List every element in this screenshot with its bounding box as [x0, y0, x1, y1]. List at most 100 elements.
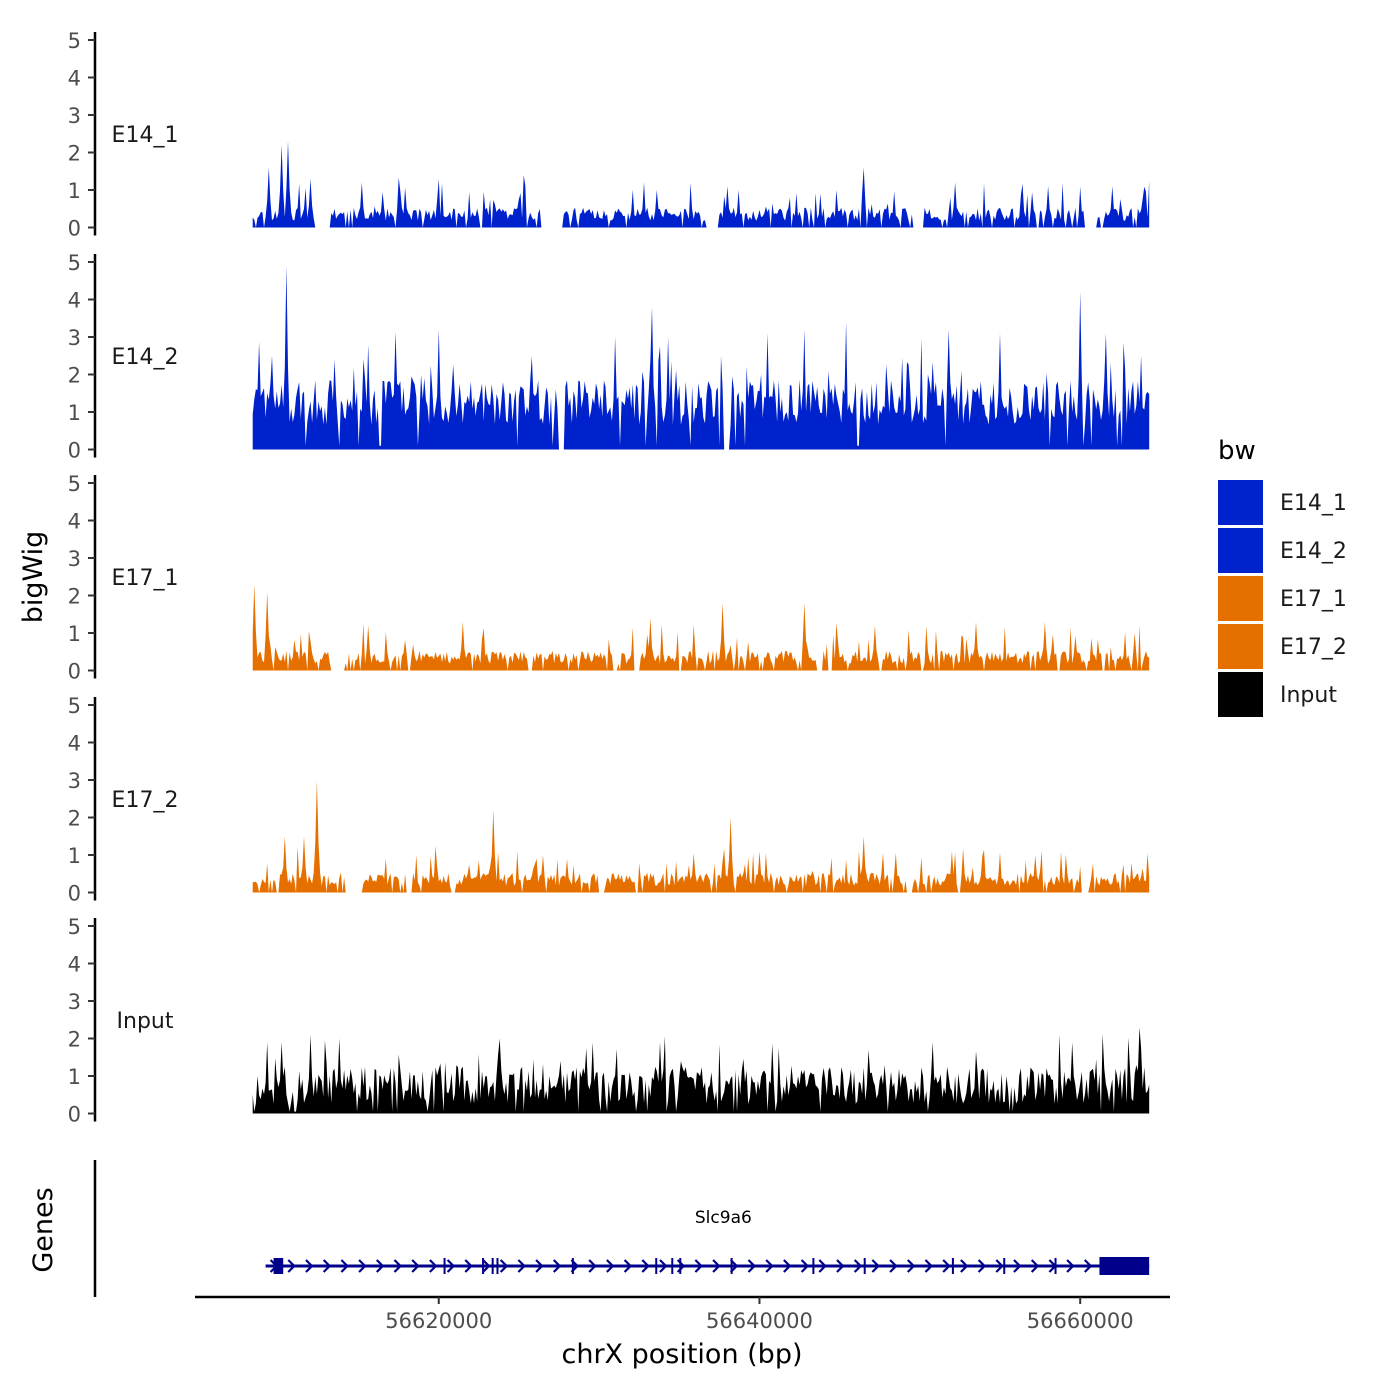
legend-label: E17_1	[1280, 587, 1347, 612]
track-E14_2: 0 1 2 3 4 5 E14_2	[68, 251, 1150, 463]
y-tick-label: 0	[68, 439, 81, 463]
y-tick-label: 1	[68, 401, 81, 425]
exon	[1054, 1258, 1057, 1274]
strand-arrow	[535, 1259, 544, 1273]
strand-arrow	[411, 1259, 420, 1273]
y-tick-label: 0	[68, 217, 81, 241]
strand-arrow	[623, 1259, 633, 1273]
strand-arrow	[906, 1259, 916, 1273]
track-E17_2: 0 1 2 3 4 5 E17_2	[68, 694, 1150, 906]
strand-arrow	[765, 1259, 774, 1273]
exon	[273, 1258, 284, 1274]
strand-arrow	[375, 1259, 385, 1273]
gene-track-title: Genes	[28, 1187, 59, 1272]
strand-arrow	[552, 1259, 562, 1273]
strand-arrow	[1083, 1259, 1093, 1273]
legend-label: E14_1	[1280, 491, 1347, 516]
strand-arrow	[482, 1259, 491, 1273]
y-tick-label: 1	[68, 1065, 81, 1089]
track-E17_1: 0 1 2 3 4 5 E17_1	[68, 472, 1150, 684]
strand-arrow	[517, 1259, 526, 1273]
legend-swatch	[1218, 480, 1263, 525]
strand-arrow	[358, 1259, 367, 1273]
legend-label: E17_2	[1280, 635, 1347, 660]
track-label: E17_2	[112, 788, 179, 813]
y-tick-label: 3	[68, 104, 81, 128]
strand-arrow	[995, 1259, 1004, 1273]
y-tick-label: 3	[68, 547, 81, 571]
y-tick-label: 4	[68, 732, 81, 756]
x-axis: 56620000 56640000 56660000	[195, 1295, 1170, 1333]
y-tick-label: 2	[68, 364, 81, 388]
exon	[1003, 1258, 1006, 1274]
exon	[491, 1258, 494, 1274]
strand-arrow	[429, 1259, 438, 1273]
x-axis-title: chrX position (bp)	[561, 1339, 802, 1370]
track-Input: 0 1 2 3 4 5 Input	[68, 915, 1150, 1127]
legend-item-E17_2: E17_2	[1218, 624, 1347, 669]
y-tick-label: 3	[68, 326, 81, 350]
strand-arrow	[960, 1259, 969, 1273]
track-label: Input	[117, 1009, 174, 1034]
y-tick-label: 5	[68, 472, 81, 496]
exon	[863, 1258, 866, 1274]
legend-item-E17_1: E17_1	[1218, 576, 1347, 621]
signal-area	[252, 780, 1150, 893]
strand-arrow	[606, 1259, 615, 1273]
strand-arrow	[977, 1259, 987, 1273]
legend-swatch	[1218, 576, 1263, 621]
track-label: E14_1	[112, 123, 179, 148]
exon	[671, 1258, 674, 1274]
exon	[1099, 1257, 1150, 1275]
x-tick-label: 56620000	[385, 1309, 492, 1333]
strand-arrow	[287, 1259, 296, 1273]
legend-item-Input: Input	[1218, 672, 1337, 717]
legend-swatch	[1218, 528, 1263, 573]
y-tick-label: 4	[68, 953, 81, 977]
x-tick-label: 56640000	[706, 1309, 813, 1333]
exon	[443, 1258, 446, 1274]
strand-arrow	[818, 1259, 827, 1273]
strand-arrow	[871, 1259, 880, 1273]
legend: bw E14_1 E14_2 E17_1 E17_2 Input	[1218, 436, 1347, 717]
legend-swatch	[1218, 624, 1263, 669]
y-tick-label: 2	[68, 1028, 81, 1052]
strand-arrow	[747, 1259, 757, 1273]
gene-name: Slc9a6	[695, 1208, 752, 1228]
y-tick-label: 5	[68, 251, 81, 275]
signal-area	[252, 584, 1150, 671]
strand-arrow	[853, 1259, 863, 1273]
signal-area	[252, 1027, 1150, 1114]
y-tick-label: 1	[68, 622, 81, 646]
strand-arrow	[393, 1259, 403, 1273]
track-E14_1: 0 1 2 3 4 5 E14_1	[68, 29, 1150, 241]
y-axis-title: bigWig	[18, 531, 49, 624]
strand-arrow	[1030, 1259, 1040, 1273]
signal-area	[252, 141, 1150, 228]
y-tick-label: 5	[68, 915, 81, 939]
strand-arrow	[641, 1259, 650, 1273]
strand-arrow	[889, 1259, 898, 1273]
strand-arrow	[924, 1259, 934, 1273]
legend-item-E14_2: E14_2	[1218, 528, 1347, 573]
strand-arrow	[340, 1259, 349, 1273]
strand-arrow	[659, 1259, 668, 1273]
exon	[655, 1258, 658, 1274]
y-tick-label: 2	[68, 807, 81, 831]
y-tick-label: 5	[68, 694, 81, 718]
legend-title: bw	[1218, 436, 1256, 466]
gene-Slc9a6: Slc9a6	[265, 1208, 1150, 1275]
strand-arrow	[729, 1259, 739, 1273]
strand-arrow	[1013, 1259, 1022, 1273]
strand-arrow	[942, 1259, 951, 1273]
y-tick-label: 0	[68, 1103, 81, 1127]
y-tick-label: 0	[68, 882, 81, 906]
y-tick-label: 1	[68, 844, 81, 868]
strand-arrow	[836, 1259, 845, 1273]
y-tick-label: 4	[68, 510, 81, 534]
exon	[571, 1258, 574, 1274]
exon	[496, 1258, 499, 1274]
strand-arrow	[446, 1259, 456, 1273]
strand-arrow	[783, 1259, 792, 1273]
